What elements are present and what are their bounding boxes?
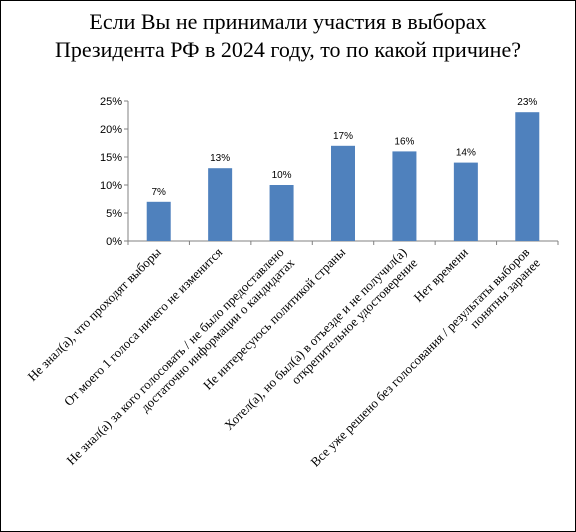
- bars: 7% 13% 10% 17% 16% 14% 23%: [146, 97, 540, 241]
- data-label: 10%: [272, 170, 292, 181]
- bar: [331, 145, 355, 241]
- bar: [392, 151, 417, 241]
- bar: [146, 201, 171, 241]
- category-label: Не знал(а), что проходят выборы: [24, 244, 164, 384]
- category-label-line: Все уже решено без голосования / результ…: [307, 245, 532, 470]
- bar: [453, 162, 478, 241]
- data-label: 7%: [151, 187, 166, 198]
- y-tick-label: 5%: [106, 208, 122, 220]
- bar: [269, 185, 294, 241]
- data-label: 14%: [456, 148, 476, 159]
- y-tick-label: 20%: [100, 124, 122, 136]
- y-tick-label: 25%: [100, 96, 122, 108]
- data-label: 17%: [333, 131, 353, 142]
- data-label: 23%: [517, 97, 537, 108]
- data-label: 16%: [394, 136, 414, 147]
- chart-title: Если Вы не принимали участия в выборах П…: [55, 9, 521, 62]
- category-label-line: Нет времени: [411, 244, 471, 304]
- bar: [208, 168, 233, 241]
- bar: [515, 112, 540, 241]
- category-label: Нет времени: [411, 244, 471, 304]
- y-tick-label: 10%: [100, 180, 122, 192]
- y-tick-label: 15%: [100, 152, 122, 164]
- category-label-line: Не знал(а), что проходят выборы: [24, 244, 164, 384]
- y-tick-label: 0%: [106, 236, 122, 248]
- y-axis: 0% 5% 10% 15% 20% 25%: [100, 96, 558, 248]
- data-label: 13%: [210, 153, 230, 164]
- category-label-line: Не знал(а) за кого голосовать / не было …: [63, 245, 286, 468]
